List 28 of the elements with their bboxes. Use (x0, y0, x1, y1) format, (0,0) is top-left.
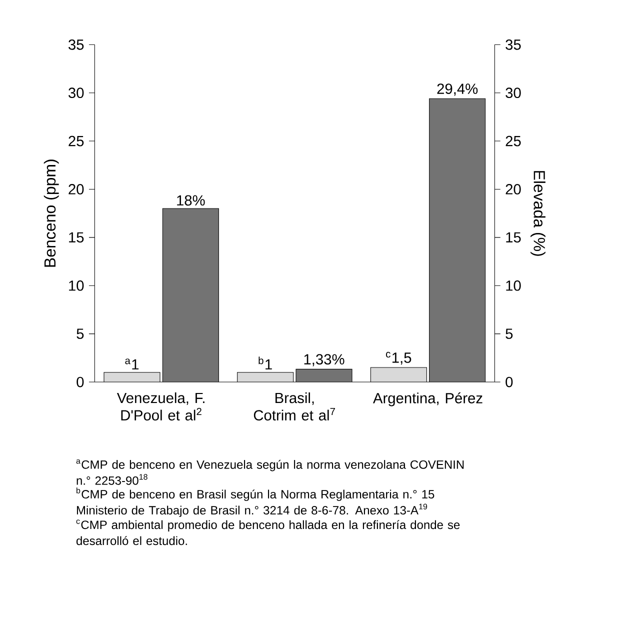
y2-tick-label: 25 (506, 136, 521, 146)
y-tick-label: 15 (69, 232, 84, 243)
y2-tick-label: 30 (506, 88, 521, 98)
y-tick-label: 35 (68, 39, 84, 50)
y2-tick-label: 35 (506, 39, 521, 50)
data-label: 29,4% (437, 84, 478, 96)
y-tick-label: 30 (68, 88, 84, 98)
data-label: $^{c}$1,5 (386, 352, 412, 365)
x-tick-label: Venezuela, F. D'Pool et al$^{2}$ (116, 392, 204, 421)
y-tick-label: 0 (76, 376, 84, 388)
y2-tick-label: 0 (506, 376, 513, 388)
y-tick-label: 25 (68, 136, 84, 146)
data-label: $^{a}$1 (125, 358, 139, 370)
y-tick-label: 10 (69, 280, 84, 291)
x-tick-label: Brasil, Cotrim et al$^{7}$ (254, 392, 335, 421)
y2-tick-label: 15 (506, 232, 521, 243)
data-label: 1,33% (304, 354, 344, 366)
x-tick-label: Argentina, Pérez (372, 392, 482, 406)
y-tick-label: 5 (76, 328, 84, 339)
y-tick-label: 20 (68, 184, 84, 194)
data-label: 18% (177, 195, 205, 206)
data-label: $^{b}$1 (258, 356, 272, 370)
y2-tick-label: 20 (506, 184, 521, 194)
y2-axis-title: Elevada (%) (530, 171, 546, 256)
text: $^{c}$CMP ambiental promedio de benceno hallada en la refinería donde se desarrolló el estudio. (76, 520, 460, 546)
y-axis-title: Benceno (ppm) (44, 160, 59, 267)
y2-tick-label: 10 (506, 280, 521, 291)
y2-tick-label: 5 (506, 328, 513, 339)
